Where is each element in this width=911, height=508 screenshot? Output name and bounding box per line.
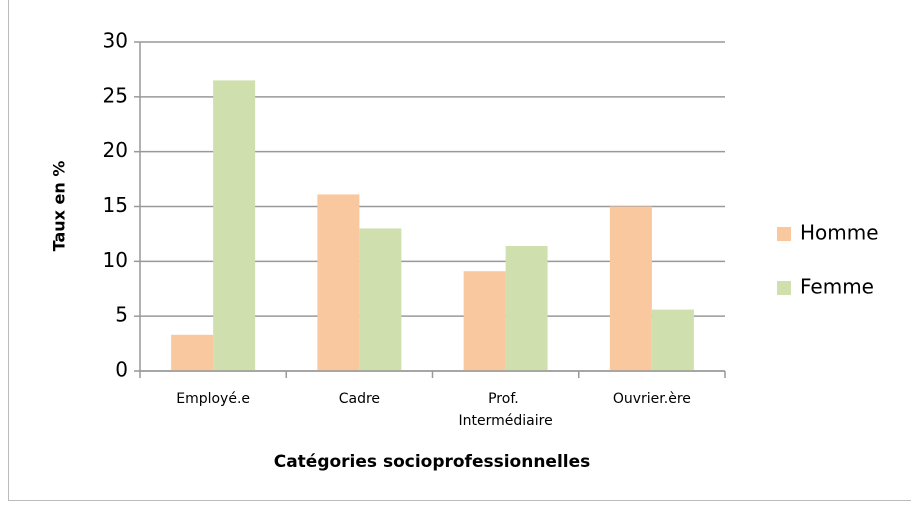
y-tick-label: 5 xyxy=(115,303,128,327)
x-tick-label-line: Intermédiaire xyxy=(459,413,553,429)
legend-label: Homme xyxy=(800,221,879,245)
bar xyxy=(609,206,652,371)
bar xyxy=(213,80,256,371)
y-tick-label: 0 xyxy=(115,358,128,382)
bar xyxy=(317,194,360,371)
bar xyxy=(505,245,548,371)
x-tick-label: Ouvrier.ère xyxy=(613,391,691,407)
y-tick-label: 10 xyxy=(103,248,128,272)
y-tick-label: 20 xyxy=(103,138,128,162)
legend-swatch xyxy=(777,227,791,241)
bar xyxy=(171,334,214,371)
x-tick-label: Employé.e xyxy=(176,391,250,407)
x-tick-label-line: Cadre xyxy=(339,391,380,407)
x-tick-label-line: Prof. xyxy=(488,391,523,407)
x-axis-title: Catégories socioprofessionnelles xyxy=(274,452,591,472)
y-tick-label: 15 xyxy=(103,193,128,217)
x-tick-label: Prof. Intermédiaire xyxy=(459,391,553,429)
legend-swatch xyxy=(777,281,791,295)
y-axis-title: Taux en % xyxy=(50,161,69,252)
legend-label: Femme xyxy=(800,275,874,299)
x-tick-label: Cadre xyxy=(339,391,380,407)
x-tick-label-line: Employé.e xyxy=(176,391,250,407)
x-tick-label-line: Ouvrier.ère xyxy=(613,391,691,407)
y-tick-label: 25 xyxy=(103,83,128,107)
y-tick-label: 30 xyxy=(103,29,128,53)
bar xyxy=(359,228,402,371)
bar xyxy=(463,271,506,371)
bar xyxy=(651,309,694,371)
